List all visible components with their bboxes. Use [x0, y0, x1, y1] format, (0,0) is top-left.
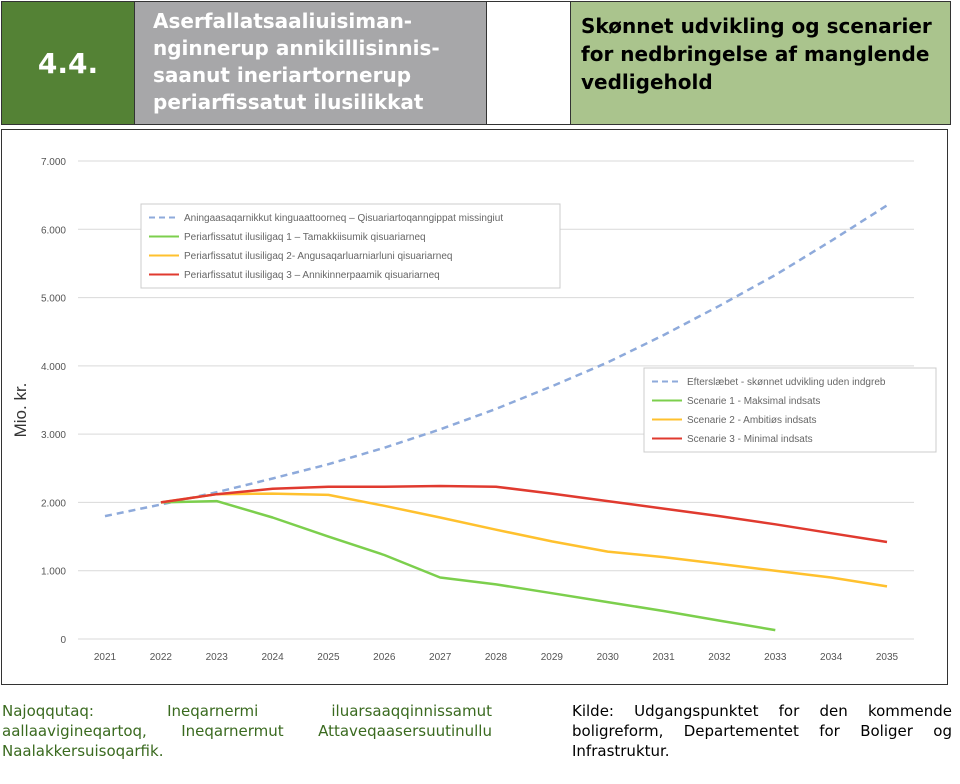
x-tick-label: 2022 — [150, 652, 173, 663]
x-tick-label: 2029 — [541, 652, 564, 663]
source-greenlandic: Najoqqutaq: Ineqarnermi iluarsaaqqinniss… — [2, 702, 492, 760]
section-header: 4.4. Aserfallatsaaliuisiman-nginnerup an… — [1, 1, 951, 125]
y-axis-label: Mio. kr. — [11, 383, 30, 438]
line-chart: 0 1.000 2.000 3.000 4.000 5.000 6.000 7.000 2021… — [11, 157, 937, 663]
legend-danish-entry: Scenarie 1 - Maksimal indsats — [687, 396, 820, 407]
legend-danish-entry: Efterslæbet - skønnet udvikling uden ind… — [687, 377, 886, 388]
legend-greenlandic-entry: Periarfissatut ilusiligaq 1 – Tamakkiisu… — [184, 232, 426, 243]
section-number: 4.4. — [2, 2, 135, 124]
y-tick-label: 1.000 — [41, 567, 66, 578]
y-tick-label: 4.000 — [41, 362, 66, 373]
header-spacer — [487, 2, 571, 124]
y-tick-label: 7.000 — [41, 157, 66, 168]
chart-container: 0 1.000 2.000 3.000 4.000 5.000 6.000 7.000 2021… — [1, 129, 948, 685]
x-tick-label: 2021 — [94, 652, 117, 663]
y-tick-label: 3.000 — [41, 430, 66, 441]
x-tick-label: 2033 — [764, 652, 787, 663]
y-tick-label: 0 — [60, 635, 66, 646]
legend-greenlandic — [140, 203, 561, 289]
x-tick-label: 2032 — [708, 652, 731, 663]
series-line-2 — [160, 499, 776, 632]
x-tick-label: 2027 — [429, 652, 452, 663]
x-tick-label: 2028 — [485, 652, 508, 663]
x-tick-label: 2034 — [820, 652, 843, 663]
series-line-4 — [160, 484, 888, 544]
legend-greenlandic-entry: Periarfissatut ilusiligaq 3 – Annikinner… — [184, 270, 440, 281]
x-tick-label: 2024 — [261, 652, 284, 663]
series-line-3 — [160, 492, 888, 588]
x-tick-label: 2035 — [876, 652, 899, 663]
x-tick-label: 2026 — [373, 652, 396, 663]
source-danish: Kilde: Udgangspunktet for den kommende b… — [572, 702, 952, 760]
legend-danish-entry: Scenarie 3 - Minimal indsats — [687, 434, 813, 445]
legend-danish-entry: Scenarie 2 - Ambitiøs indsats — [687, 415, 817, 426]
legend-greenlandic-entry: Periarfissatut ilusiligaq 2- Angusaqarlu… — [184, 251, 452, 262]
x-tick-label: 2031 — [652, 652, 675, 663]
x-tick-label: 2030 — [597, 652, 620, 663]
section-title-danish: Skønnet udvikling og scenarier for nedbr… — [571, 2, 950, 124]
y-tick-label: 2.000 — [41, 498, 66, 509]
legend-danish — [643, 367, 937, 453]
x-tick-label: 2025 — [317, 652, 340, 663]
section-title-greenlandic: Aserfallatsaaliuisiman-nginnerup annikil… — [135, 2, 487, 124]
y-tick-label: 5.000 — [41, 294, 66, 305]
legend-greenlandic-entry: Aningaasaqarnikkut kinguaattoorneq – Qis… — [184, 213, 503, 224]
x-tick-label: 2023 — [206, 652, 229, 663]
series-line-1 — [104, 204, 888, 518]
y-tick-label: 6.000 — [41, 225, 66, 236]
